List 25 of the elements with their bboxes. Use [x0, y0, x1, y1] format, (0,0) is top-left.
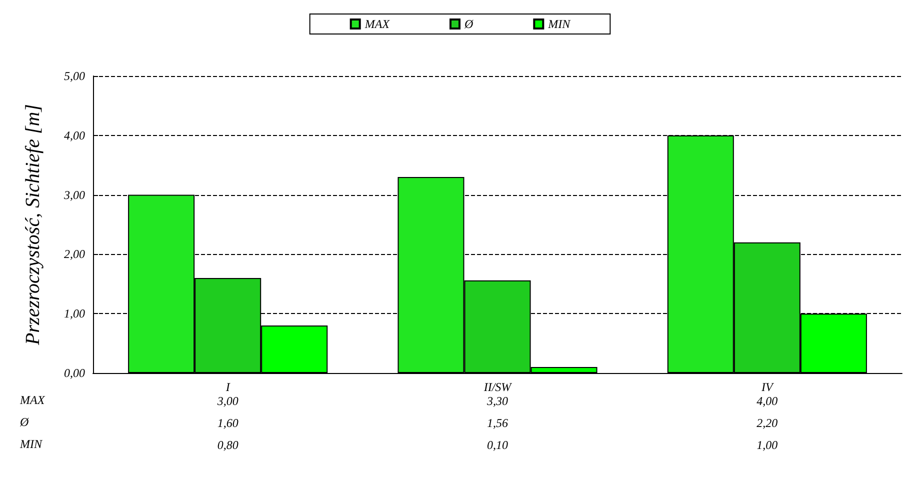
legend-label: MIN: [547, 17, 572, 31]
x-tick-label: IV: [760, 380, 774, 394]
x-tick-label: I: [224, 380, 231, 394]
data-label: 1,60: [217, 416, 238, 430]
y-tick-label: 4,00: [64, 128, 85, 142]
data-label: 1,00: [756, 438, 778, 452]
y-tick-label: 2,00: [64, 247, 85, 262]
text: MIN: [20, 437, 42, 451]
data-label: 3,00: [216, 394, 238, 408]
data-label: 1,56: [487, 416, 508, 430]
legend-label: Ø: [463, 17, 474, 31]
data-label: 0,10: [487, 438, 508, 452]
text: MAX: [20, 393, 45, 407]
y-tick-label: 3,00: [63, 188, 85, 202]
data-label: 4,00: [756, 394, 778, 408]
data-label: 2,20: [756, 416, 778, 430]
x-tick-label: II/SW: [482, 380, 512, 394]
y-tick-label: 5,00: [64, 69, 85, 83]
legend-label: MAX: [364, 17, 390, 31]
y-tick-label: 1,00: [64, 306, 85, 321]
data-label: 3,30: [486, 394, 508, 408]
y-axis-title: Przezroczystość, Sichtiefe [m]: [22, 104, 44, 346]
text: Ø: [20, 415, 29, 429]
y-tick-label: 0,00: [64, 366, 85, 380]
data-label: 0,80: [217, 438, 238, 452]
